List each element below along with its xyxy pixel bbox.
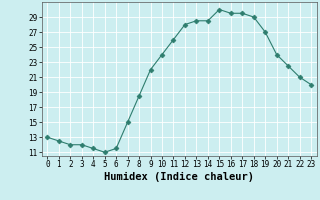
X-axis label: Humidex (Indice chaleur): Humidex (Indice chaleur) [104, 172, 254, 182]
